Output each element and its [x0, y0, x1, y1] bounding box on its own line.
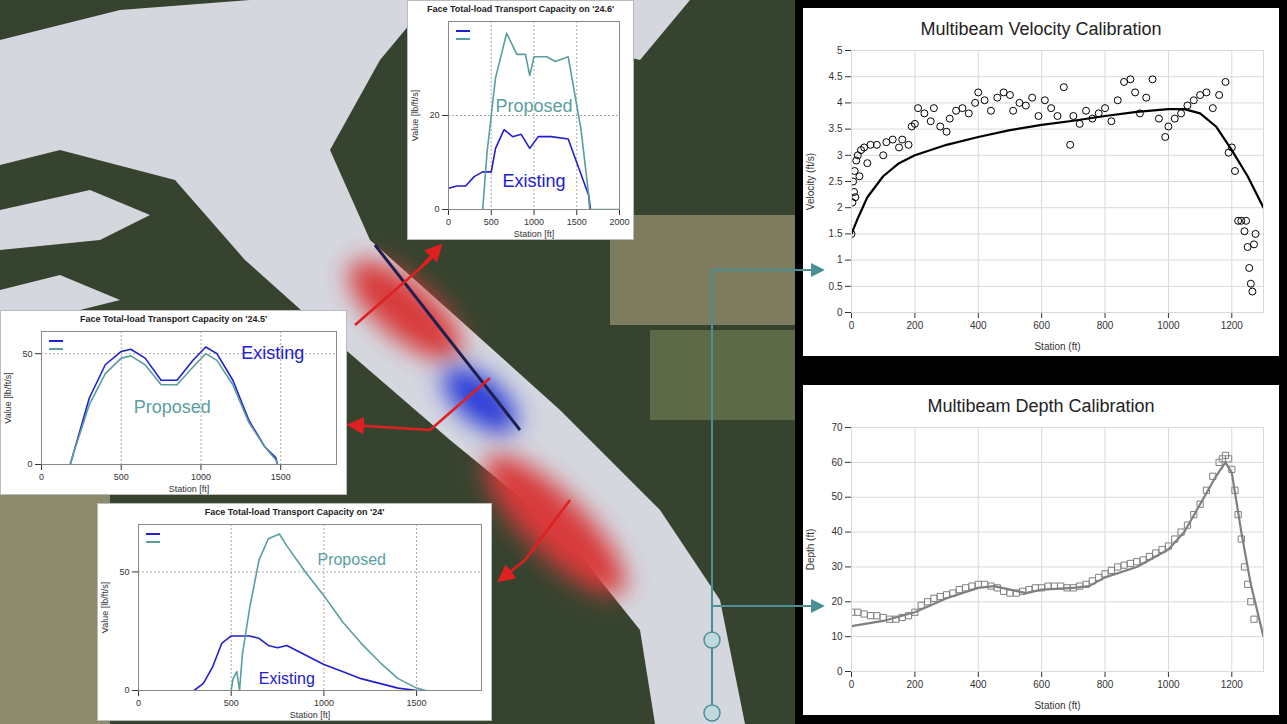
svg-text:0: 0 — [849, 679, 855, 690]
svg-text:5: 5 — [837, 45, 843, 56]
svg-text:4: 4 — [837, 97, 843, 108]
svg-text:500: 500 — [224, 698, 239, 708]
html-text:Face Total-load Transport Capa: Face Total-load Transport Capacity on '2… — [79, 314, 268, 324]
svg-text:1000: 1000 — [524, 217, 544, 227]
svg-text:1000: 1000 — [314, 698, 334, 708]
svg-text:200: 200 — [907, 320, 924, 331]
svg-text:2: 2 — [837, 202, 843, 213]
svg-text:4.5: 4.5 — [829, 71, 843, 82]
svg-text:2.5: 2.5 — [829, 176, 843, 187]
svg-text:Proposed: Proposed — [317, 551, 386, 568]
svg-text:0: 0 — [27, 459, 32, 469]
svg-text:30: 30 — [831, 561, 843, 572]
svg-text:500: 500 — [114, 472, 129, 482]
svg-text:Existing: Existing — [502, 171, 565, 191]
html-text:Multibeam Velocity Calibration: Multibeam Velocity Calibration — [920, 19, 1162, 39]
svg-text:1: 1 — [837, 254, 843, 265]
svg-text:1.5: 1.5 — [829, 228, 843, 239]
svg-text:0: 0 — [39, 472, 44, 482]
svg-text:60: 60 — [831, 457, 843, 468]
svg-text:20: 20 — [429, 110, 439, 120]
svg-text:Proposed: Proposed — [495, 96, 572, 116]
svg-text:Velocity (ft/s): Velocity (ft/s) — [805, 153, 816, 210]
svg-text:3.5: 3.5 — [829, 123, 843, 134]
svg-text:Value [lb/ft/s]: Value [lb/ft/s] — [3, 372, 13, 423]
svg-text:1500: 1500 — [567, 217, 587, 227]
svg-text:400: 400 — [970, 679, 987, 690]
svg-text:1500: 1500 — [407, 698, 427, 708]
svg-text:0: 0 — [849, 320, 855, 331]
svg-text:Depth (ft): Depth (ft) — [805, 529, 816, 571]
svg-text:3: 3 — [837, 150, 843, 161]
svg-text:20: 20 — [831, 596, 843, 607]
svg-text:Station [ft]: Station [ft] — [169, 484, 210, 494]
svg-text:50: 50 — [22, 349, 32, 359]
svg-text:800: 800 — [1097, 320, 1114, 331]
svg-text:800: 800 — [1097, 679, 1114, 690]
svg-text:1000: 1000 — [191, 472, 211, 482]
svg-text:200: 200 — [907, 679, 924, 690]
svg-text:Value [lb/ft/s]: Value [lb/ft/s] — [100, 582, 110, 633]
svg-text:0: 0 — [837, 307, 843, 318]
svg-text:600: 600 — [1033, 320, 1050, 331]
svg-text:0: 0 — [434, 204, 439, 214]
html-text:Multibeam Depth Calibration: Multibeam Depth Calibration — [927, 396, 1155, 416]
svg-text:Station [ft]: Station [ft] — [514, 229, 555, 239]
html-text:Face Total-load Transport Capa: Face Total-load Transport Capacity on '2… — [426, 4, 615, 14]
svg-text:0.5: 0.5 — [829, 281, 843, 292]
svg-text:50: 50 — [119, 567, 129, 577]
svg-text:Station (ft): Station (ft) — [1034, 700, 1080, 711]
svg-text:10: 10 — [831, 631, 843, 642]
svg-text:Proposed: Proposed — [134, 397, 211, 417]
svg-text:1000: 1000 — [1157, 679, 1180, 690]
svg-text:40: 40 — [831, 526, 843, 537]
svg-text:Value [lb/ft/s]: Value [lb/ft/s] — [410, 90, 420, 141]
svg-text:Existing: Existing — [241, 343, 304, 363]
html-text:Face Total-load Transport Capa: Face Total-load Transport Capacity on '2… — [204, 507, 385, 517]
svg-text:1200: 1200 — [1221, 320, 1244, 331]
svg-text:2000: 2000 — [609, 217, 629, 227]
svg-text:0: 0 — [124, 685, 129, 695]
svg-text:Station (ft): Station (ft) — [1034, 341, 1080, 352]
svg-text:1500: 1500 — [271, 472, 291, 482]
svg-text:70: 70 — [831, 422, 843, 433]
svg-text:400: 400 — [970, 320, 987, 331]
svg-text:0: 0 — [837, 666, 843, 677]
svg-text:50: 50 — [831, 491, 843, 502]
svg-text:500: 500 — [484, 217, 499, 227]
svg-text:1000: 1000 — [1157, 320, 1180, 331]
svg-text:Existing: Existing — [259, 670, 315, 687]
svg-text:1200: 1200 — [1221, 679, 1244, 690]
svg-text:Station [ft]: Station [ft] — [290, 710, 331, 720]
svg-text:0: 0 — [446, 217, 451, 227]
svg-text:0: 0 — [136, 698, 141, 708]
svg-text:600: 600 — [1033, 679, 1050, 690]
